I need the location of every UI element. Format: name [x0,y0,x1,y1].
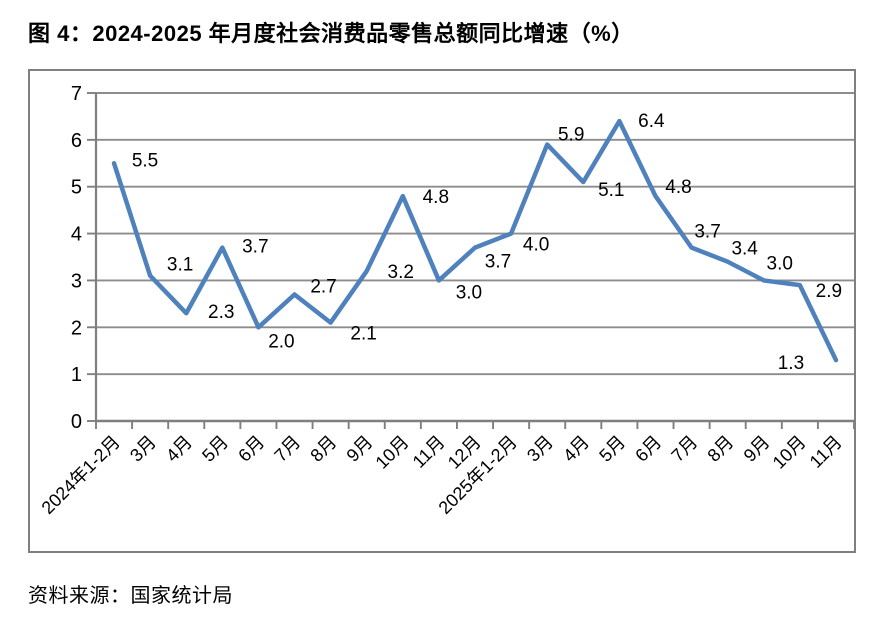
chart-area: 0 1 2 3 4 5 6 7 2024年1-2月 3月 4月 5月 6月 7月 8月 9月 10月 11月 12月… [28,69,856,553]
y-axis-label: 3 [71,270,82,292]
x-axis-label: 11月 [409,432,449,472]
x-axis-label: 3月 [523,432,557,466]
data-point-label: 5.5 [132,150,158,171]
x-axis-label: 7月 [270,432,304,466]
x-axis-label: 4月 [559,432,593,466]
data-point-label: 3.0 [767,253,793,274]
y-axis-label: 4 [71,224,82,246]
y-axis-label: 7 [71,83,82,105]
data-point-label: 2.7 [310,276,336,297]
x-axis-label: 4月 [162,432,196,466]
data-point-label: 2.9 [816,281,842,302]
data-point-label: 5.9 [558,125,584,146]
y-axis-label: 0 [71,411,82,433]
series-line [111,118,839,363]
data-point-label: 1.3 [778,353,804,374]
x-axis-label: 6月 [631,432,665,466]
data-point-label: 5.1 [598,180,624,201]
data-point-label: 3.7 [694,222,720,243]
x-axis-label: 10月 [769,432,810,473]
data-point-label: 3.0 [456,282,482,303]
data-point-label: 2.1 [350,324,376,345]
x-axis-label: 9月 [343,432,377,466]
x-axis-label: 9月 [740,432,774,466]
data-point-label: 3.7 [485,252,511,273]
x-axis-label: 8月 [306,432,340,466]
x-axis-label: 2024年1-2月 [38,432,124,518]
data-point-label: 3.2 [388,262,414,283]
data-point-label: 2.0 [268,331,294,352]
data-point-label: 4.8 [423,187,449,208]
y-axis-label: 1 [71,364,82,386]
data-point-label: 2.3 [208,302,234,323]
y-axis-label: 2 [71,317,82,339]
data-point-label: 4.0 [523,235,549,256]
x-axis-label: 10月 [372,432,413,473]
x-axis-label: 7月 [667,432,701,466]
x-axis-label: 5月 [595,432,629,466]
figure-title: 图 4：2024-2025 年月度社会消费品零售总额同比增速（%） [28,21,634,46]
x-axis-label: 8月 [704,432,738,466]
x-axis-label: 11月 [806,432,846,472]
source-note: 资料来源：国家统计局 [28,585,233,607]
x-axis-label: 6月 [234,432,268,466]
y-axis-label: 5 [71,177,82,199]
data-point-label: 4.8 [665,177,691,198]
data-point-label: 3.7 [242,237,268,258]
x-axis-label: 5月 [198,432,232,466]
data-point-label: 3.4 [731,239,758,260]
y-axis-label: 6 [71,130,82,152]
x-axis-label: 3月 [126,432,160,466]
data-point-label: 6.4 [638,111,665,132]
data-point-label: 3.1 [167,255,193,276]
